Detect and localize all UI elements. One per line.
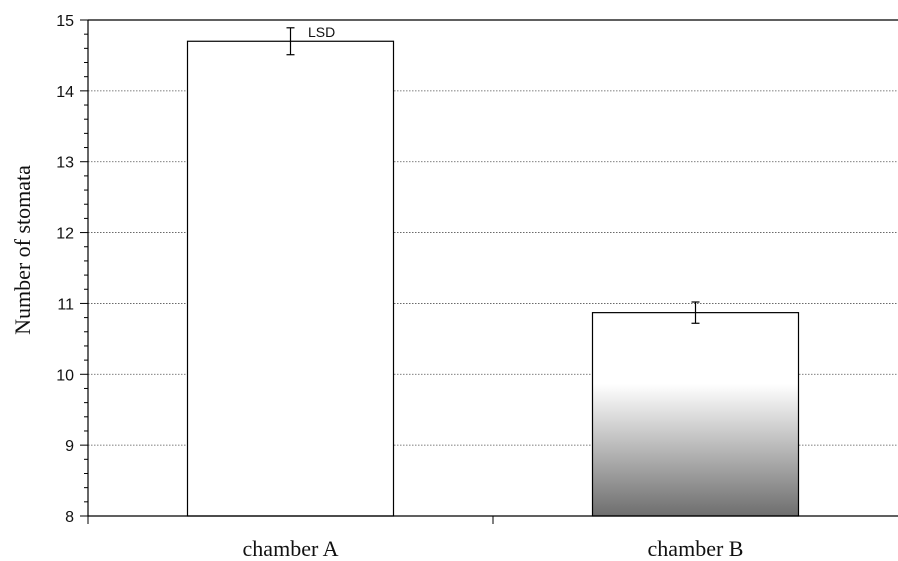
y-tick-label: 11 (57, 296, 74, 313)
lsd-annotation: LSD (308, 24, 335, 40)
y-tick-label: 10 (56, 367, 74, 384)
y-tick-label: 15 (56, 13, 74, 30)
x-category-label: chamber B (648, 536, 744, 561)
error-bars (286, 27, 700, 324)
y-tick-label: 9 (65, 438, 74, 455)
bars (186, 40, 800, 517)
y-tick-label: 8 (65, 509, 74, 526)
x-category-label: chamber A (243, 536, 339, 561)
axes (87, 19, 898, 524)
y-axis-tick-labels: 8 9 10 11 12 13 14 15 (56, 13, 74, 526)
y-tick-label: 14 (56, 84, 74, 101)
bar-chamber-a (186, 40, 395, 517)
y-axis-ticks (80, 19, 88, 517)
bar-chamber-b (591, 312, 800, 517)
y-tick-label: 13 (56, 155, 74, 172)
x-axis-category-labels: chamber A chamber B (243, 536, 744, 561)
y-axis-title: Number of stomata (10, 165, 35, 335)
y-tick-label: 12 (56, 226, 74, 243)
